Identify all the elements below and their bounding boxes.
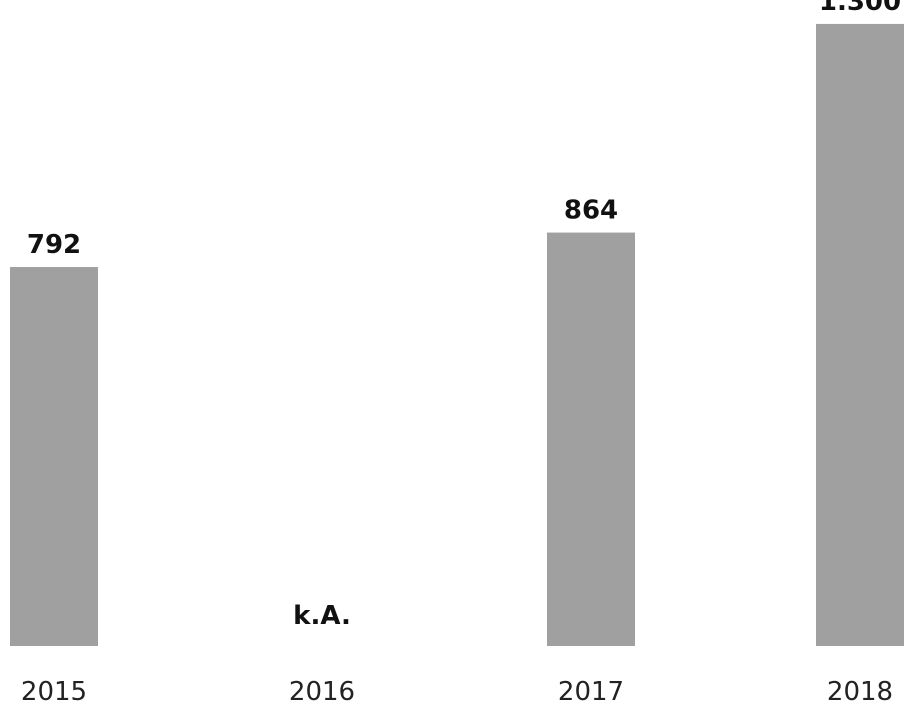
value-label-2017: 864 (564, 196, 618, 226)
bars-group (10, 23, 904, 647)
value-labels-group: 792 k.A. 864 1.300 (27, 0, 901, 631)
value-label-2016: k.A. (293, 601, 351, 631)
value-label-2018: 1.300 (819, 0, 901, 17)
value-label-2015: 792 (27, 230, 81, 260)
bar-2015 (10, 267, 98, 646)
bar-2017 (547, 232, 635, 646)
x-tick-label-2015: 2015 (21, 677, 87, 704)
bar-2018 (816, 23, 904, 647)
x-tick-label-2018: 2018 (827, 677, 893, 704)
x-axis-tick-labels: 2015 2016 2017 2018 (21, 677, 893, 704)
x-tick-label-2016: 2016 (289, 677, 355, 704)
x-tick-label-2017: 2017 (558, 677, 624, 704)
